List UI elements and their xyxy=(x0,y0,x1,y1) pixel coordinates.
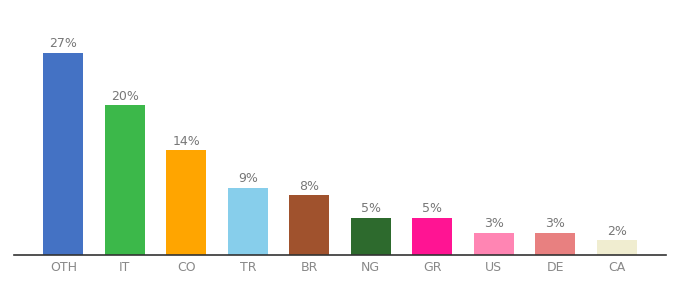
Text: 20%: 20% xyxy=(111,90,139,103)
Text: 5%: 5% xyxy=(422,202,442,215)
Bar xyxy=(105,105,145,255)
Text: 2%: 2% xyxy=(607,225,627,238)
Text: 8%: 8% xyxy=(299,180,319,193)
Bar xyxy=(412,218,452,255)
Text: 3%: 3% xyxy=(483,217,504,230)
Bar xyxy=(597,240,636,255)
Bar xyxy=(535,232,575,255)
Bar xyxy=(474,232,513,255)
Text: 5%: 5% xyxy=(361,202,381,215)
Text: 14%: 14% xyxy=(173,135,200,148)
Bar xyxy=(44,52,83,255)
Bar xyxy=(351,218,391,255)
Text: 27%: 27% xyxy=(50,37,78,50)
Bar xyxy=(167,150,206,255)
Text: 3%: 3% xyxy=(545,217,565,230)
Bar xyxy=(228,188,268,255)
Bar xyxy=(289,195,329,255)
Text: 9%: 9% xyxy=(238,172,258,185)
